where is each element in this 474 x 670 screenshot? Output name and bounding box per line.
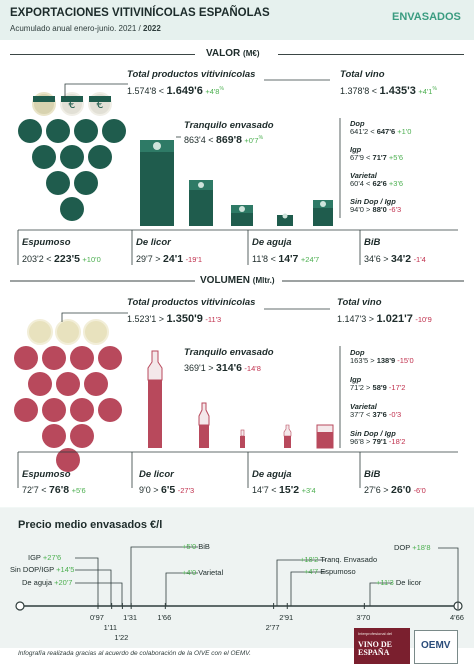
valor-sindop: Sin Dop / Igp 94'0 > 88'0 -6'3 <box>350 197 402 214</box>
vol-total-vino-values: 1.147'3 > 1.021'7 -10'9 <box>337 313 432 325</box>
price-leaders <box>75 546 459 606</box>
bottle-aguja <box>284 436 291 448</box>
price-label-espumoso: +4'7 Espumoso <box>304 567 356 576</box>
volumen-connectors <box>17 308 458 488</box>
valor-total-vino-values: 1.378'8 < 1.435'3 +4'1% <box>340 85 437 97</box>
header-band <box>0 0 474 40</box>
stack-tranquilo <box>140 145 174 226</box>
stack-espumoso <box>189 184 213 226</box>
volumen-grapes <box>14 319 122 472</box>
vol-espumoso-label: Espumoso <box>22 469 71 480</box>
vol-aguja-values: 14'7 < 15'2 +3'4 <box>252 484 316 496</box>
valor-total-vino-label: Total vino <box>340 69 385 80</box>
vol-total-productos-label: Total productos vitivinícolas <box>127 297 256 308</box>
vol-licor-values: 9'0 > 6'5 -27'3 <box>139 484 195 496</box>
category-label: ENVASADOS <box>392 11 461 23</box>
price-tick-label: 2'91 <box>279 613 294 622</box>
valor-licor-values: 29'7 > 24'1 -19'1 <box>136 253 203 265</box>
vol-sindop: Sin Dop / Igp 96'8 > 79'1 -18'2 <box>350 429 406 446</box>
valor-connectors <box>17 79 458 265</box>
price-label-tranquilo: +18'2 Tranq. Envasado <box>300 555 378 564</box>
price-label-igp: IGP +27'6 <box>28 553 62 562</box>
valor-bib-values: 34'6 > 34'2 -1'4 <box>364 253 426 265</box>
valor-total-productos-label: Total productos vitivinícolas <box>127 69 256 80</box>
valor-money-stacks <box>140 140 333 226</box>
vol-bib-label: BiB <box>364 469 381 480</box>
price-tick-label: 1'22 <box>114 633 129 642</box>
vol-tranquilo-values: 369'1 > 314'6 -14'8 <box>184 362 261 374</box>
valor-aguja-values: 11'8 < 14'7 +24'7 <box>252 253 320 265</box>
price-tick-label: 4'66 <box>450 613 464 622</box>
valor-grapes: € € <box>18 92 126 221</box>
vol-bib-values: 27'6 > 26'0 -6'0 <box>364 484 426 496</box>
price-axis <box>15 601 463 611</box>
footer-credit: Infografía realizada gracias al acuerdo … <box>18 650 251 657</box>
page-title: EXPORTACIONES VITIVINÍCOLAS ESPAÑOLAS <box>10 7 270 19</box>
vol-tranquilo-label: Tranquilo envasado <box>184 347 274 358</box>
valor-tranquilo-values: 863'4 < 869'8 +0'7% <box>184 134 264 146</box>
price-label-licor: +11'3 De licor <box>376 578 422 587</box>
page-subtitle: Acumulado anual enero-junio. 2021 / 2022 <box>10 24 161 33</box>
bottle-licor <box>240 436 245 448</box>
price-label-sindop: Sin DOP/IGP +14'5 <box>10 565 75 574</box>
price-label-dop: DOP +18'8 <box>394 543 431 552</box>
valor-varietal: Varietal 60'4 < 62'6 +3'6 <box>350 171 404 188</box>
price-tick-label: 1'66 <box>157 613 172 622</box>
price-label-aguja: De aguja +20'7 <box>22 578 73 587</box>
stack-aguja <box>277 215 293 226</box>
valor-bib-label: BiB <box>364 237 381 248</box>
price-tick-label: 3'70 <box>356 613 371 622</box>
price-label-bib: +5'0 BiB <box>182 542 210 551</box>
valor-aguja-label: De aguja <box>252 237 292 248</box>
price-label-varietal: +4'0 Varietal <box>182 568 224 577</box>
valor-tranquilo-label: Tranquilo envasado <box>184 120 274 131</box>
valor-licor-label: De licor <box>136 237 171 248</box>
price-tick-label: 2'77 <box>265 623 280 632</box>
vol-varietal: Varietal 37'7 < 37'6 -0'3 <box>350 402 402 419</box>
vol-aguja-label: De aguja <box>252 469 292 480</box>
svg-text:€: € <box>97 98 104 111</box>
valor-igp: Igp 67'9 < 71'7 +5'6 <box>350 145 404 162</box>
vol-licor-label: De licor <box>139 469 174 480</box>
bottle-tranquilo <box>148 380 162 448</box>
vol-igp: Igp 71'2 > 58'9 -17'2 <box>350 375 406 392</box>
vol-espumoso-values: 72'7 < 76'8 +5'6 <box>22 484 86 496</box>
volumen-bottles <box>147 350 334 449</box>
valor-title: VALOR (M€) <box>206 48 260 59</box>
vino-espana-logo: Interprofesional del VINO DE ESPAÑA <box>354 628 410 664</box>
vol-dop: Dop 163'5 > 138'9 -15'0 <box>350 348 414 365</box>
stack-bib <box>313 204 333 226</box>
svg-text:€: € <box>69 98 76 111</box>
section-rule-left <box>10 54 195 55</box>
oemv-logo: OEMV <box>414 630 458 664</box>
bib-box <box>317 432 333 448</box>
valor-espumoso-values: 203'2 < 223'5 +10'0 <box>22 253 101 265</box>
valor-espumoso-label: Espumoso <box>22 237 71 248</box>
volumen-title: VOLUMEN (Mltr.) <box>200 275 275 286</box>
price-title: Precio medio envasados €/l <box>18 519 163 531</box>
price-tick-label: 0'97 <box>90 613 104 622</box>
section-rule-right <box>278 54 464 55</box>
vol-total-vino-label: Total vino <box>337 297 382 308</box>
bottle-espumoso <box>199 425 209 448</box>
vol-total-productos-values: 1.523'1 > 1.350'9 -11'3 <box>127 313 222 325</box>
valor-dop: Dop 641'2 < 647'6 +1'0 <box>350 119 412 136</box>
price-tick-label: 1'31 <box>123 613 138 622</box>
price-tick-label: 1'11 <box>103 623 118 632</box>
valor-total-productos-values: 1.574'8 < 1.649'6 +4'8% <box>127 85 224 97</box>
